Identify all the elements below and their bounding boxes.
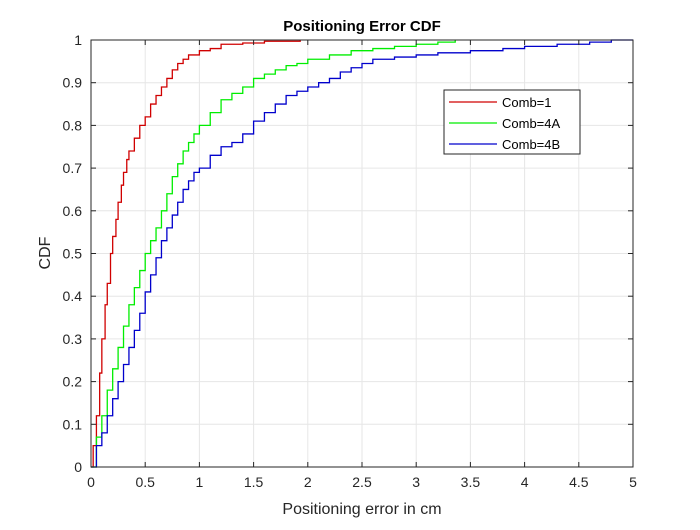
x-tick-label-9: 4.5: [569, 474, 589, 490]
y-tick-label-7: 0.7: [63, 160, 83, 176]
legend-entries: Comb=1 Comb=4A Comb=4B: [449, 95, 560, 152]
series-line-2: [91, 40, 456, 468]
legend-box: [443, 89, 581, 155]
x-tick-label-0: 0: [87, 474, 95, 490]
chart-title: Positioning Error CDF: [283, 18, 441, 35]
x-tick-label-5: 2.5: [352, 474, 372, 490]
y-tick-label-8: 0.8: [63, 117, 83, 133]
legend-label-2: Comb=4A: [502, 116, 560, 131]
x-tick-label-8: 4: [521, 474, 529, 490]
y-tick-label-6: 0.6: [63, 203, 83, 219]
y-tick-label-9: 0.9: [63, 75, 83, 91]
axis-ticks: 0 0.5 1 1.5 2 2.5 3 3.5 4 4.5 5 0 0.1 0.2 0.3 0.4 0.5 0.6…: [63, 32, 638, 490]
x-tick-label-1: 0.5: [135, 474, 155, 490]
x-tick-label-3: 1.5: [244, 474, 264, 490]
x-tick-label-6: 3: [412, 474, 420, 490]
y-axis-label: CDF: [37, 236, 54, 269]
series-line-1: [91, 40, 301, 468]
y-tick-label-2: 0.2: [63, 374, 83, 390]
x-tick-label-7: 3.5: [461, 474, 481, 490]
y-tick-label-1: 0.1: [63, 416, 83, 432]
legend: Comb=1 Comb=4A Comb=4B: [443, 89, 581, 155]
y-tick-label-5: 0.5: [63, 246, 83, 262]
x-axis-label: Positioning error in cm: [282, 501, 441, 518]
y-tick-label-4: 0.4: [63, 288, 83, 304]
x-tick-label-2: 1: [196, 474, 204, 490]
legend-label-1: Comb=1: [502, 95, 552, 110]
x-tick-label-4: 2: [304, 474, 312, 490]
x-tick-label-10: 5: [629, 474, 637, 490]
y-tick-label-3: 0.3: [63, 331, 83, 347]
y-tick-label-0: 0: [74, 459, 82, 475]
series-lines: [91, 39, 633, 468]
series-line-3: [91, 39, 633, 468]
y-tick-label-10: 1: [74, 32, 82, 48]
legend-label-3: Comb=4B: [502, 137, 560, 152]
